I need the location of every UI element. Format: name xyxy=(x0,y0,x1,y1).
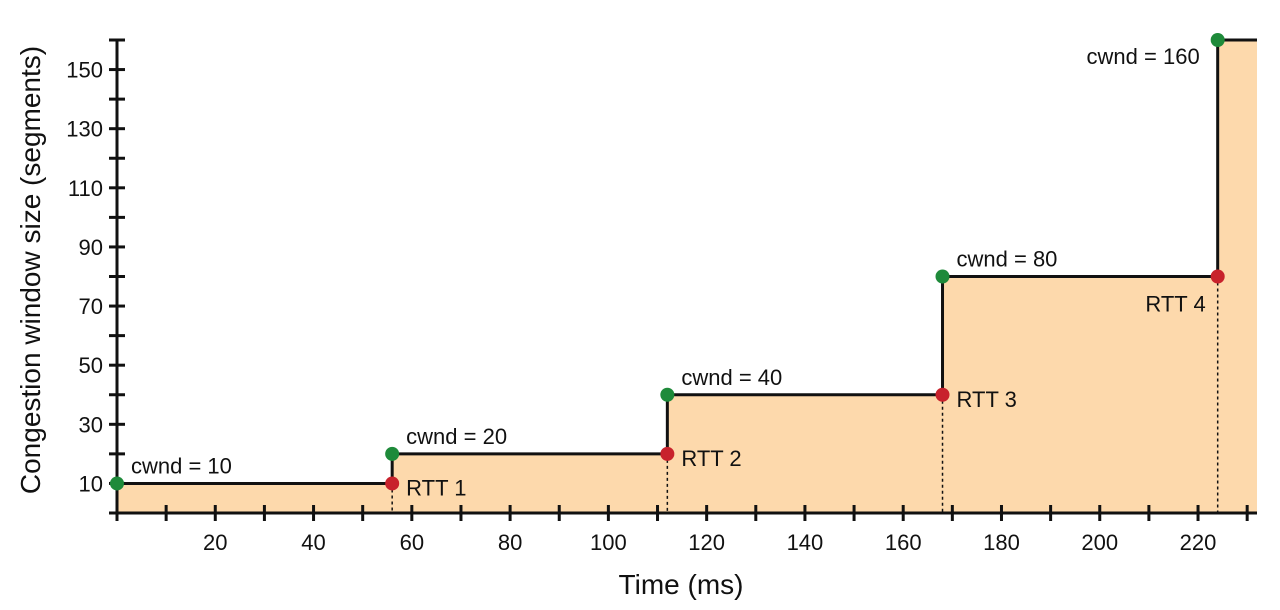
y-tick-label-70: 70 xyxy=(79,294,103,319)
rtt-label-4: RTT 4 xyxy=(1145,292,1205,317)
cwnd-label-5: cwnd = 160 xyxy=(1087,44,1200,69)
x-tick-label-200: 200 xyxy=(1081,530,1118,555)
cwnd-increase-point-2 xyxy=(385,446,400,461)
cwnd-increase-point-4 xyxy=(935,269,950,284)
y-axis-title: Congestion window size (segments) xyxy=(15,46,46,494)
step-line-layer xyxy=(117,38,1257,485)
rtt-dotted-lines xyxy=(391,282,1219,513)
x-ticks: 20 40 60 80 100 120 140 160 180 200 220 xyxy=(115,505,1249,555)
y-ticks: 10 30 50 70 90 110 130 150 xyxy=(66,38,125,515)
area-fill xyxy=(117,40,1257,513)
y-tick-label-30: 30 xyxy=(79,412,103,437)
x-tick-label-20: 20 xyxy=(203,530,227,555)
x-tick-label-80: 80 xyxy=(498,530,522,555)
points-layer xyxy=(110,33,1225,491)
y-tick-label-90: 90 xyxy=(79,235,103,260)
x-tick-label-40: 40 xyxy=(301,530,325,555)
cwnd-increase-point-1 xyxy=(110,476,124,491)
cwnd-label-2: cwnd = 20 xyxy=(406,424,507,449)
x-tick-label-100: 100 xyxy=(590,530,627,555)
rtt-label-1: RTT 1 xyxy=(406,475,466,500)
cwnd-label-3: cwnd = 40 xyxy=(681,365,782,390)
x-axis-title: Time (ms) xyxy=(619,569,744,600)
rtt-point-4 xyxy=(1210,269,1225,284)
x-tick-label-220: 220 xyxy=(1180,530,1217,555)
rtt-point-3 xyxy=(935,387,950,402)
y-tick-label-110: 110 xyxy=(68,176,103,201)
cwnd-increase-point-3 xyxy=(660,387,675,402)
axes xyxy=(115,40,1257,519)
annotation-labels: cwnd = 10 cwnd = 20 cwnd = 40 cwnd = 80 cwnd… xyxy=(131,44,1206,500)
y-tick-label-50: 50 xyxy=(79,353,103,378)
cwnd-increase-point-5 xyxy=(1210,33,1225,47)
rtt-point-2 xyxy=(660,446,675,461)
cwnd-step-line xyxy=(117,38,1257,485)
x-tick-label-180: 180 xyxy=(983,530,1020,555)
y-tick-label-150: 150 xyxy=(66,58,103,83)
x-tick-label-60: 60 xyxy=(400,530,424,555)
rtt-label-2: RTT 2 xyxy=(681,446,741,471)
x-tick-label-120: 120 xyxy=(688,530,725,555)
rtt-point-1 xyxy=(385,476,400,491)
area-fill-layer xyxy=(117,40,1257,513)
x-tick-label-140: 140 xyxy=(787,530,824,555)
y-tick-label-10: 10 xyxy=(79,471,103,496)
rtt-label-3: RTT 3 xyxy=(957,387,1017,412)
cwnd-label-4: cwnd = 80 xyxy=(957,247,1058,272)
cwnd-label-1: cwnd = 10 xyxy=(131,453,232,478)
y-tick-label-130: 130 xyxy=(66,117,103,142)
x-tick-label-160: 160 xyxy=(885,530,922,555)
